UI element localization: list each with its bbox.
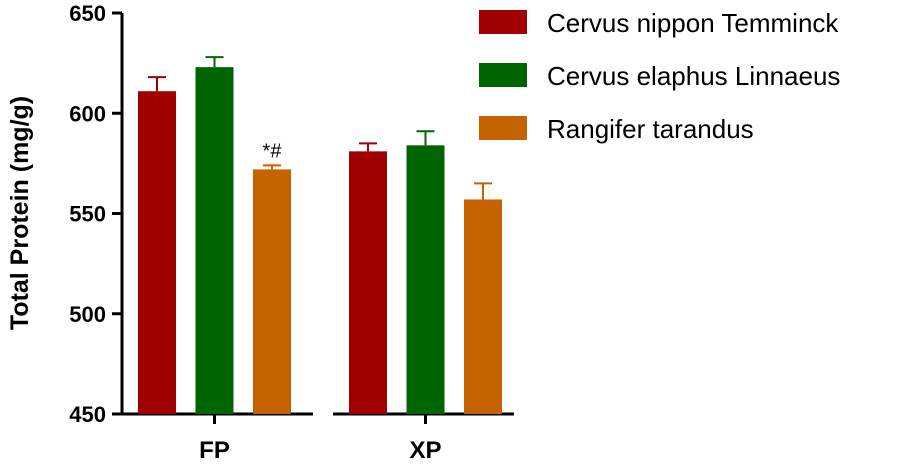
bars: *# (138, 56, 502, 414)
y-tick-label: 450 (69, 402, 106, 427)
bar (349, 151, 387, 414)
y-axis-title: Total Protein (mg/g) (6, 96, 34, 330)
bar (406, 145, 445, 414)
legend-label: Cervus elaphus Linnaeus (547, 61, 840, 91)
bar (464, 199, 502, 414)
legend: Cervus nippon Temminck Cervus elaphus Lin… (479, 8, 840, 144)
legend-swatch (479, 63, 527, 87)
bar (138, 91, 176, 414)
y-tick-label: 500 (69, 302, 106, 327)
legend-label: Rangifer tarandus (547, 114, 754, 144)
bar (195, 67, 234, 414)
axes: 450 500 550 600 650 FP XP (69, 1, 514, 464)
y-tick-label: 550 (69, 202, 106, 227)
x-tick-label: FP (199, 437, 230, 464)
legend-swatch (479, 10, 527, 34)
legend-label: Cervus nippon Temminck (547, 8, 839, 38)
significance-annotation: *# (263, 140, 283, 162)
y-tick-label: 600 (69, 101, 106, 126)
legend-swatch (479, 116, 527, 140)
bar (253, 169, 291, 414)
x-tick-label: XP (409, 437, 441, 464)
y-tick-label: 650 (69, 1, 106, 26)
